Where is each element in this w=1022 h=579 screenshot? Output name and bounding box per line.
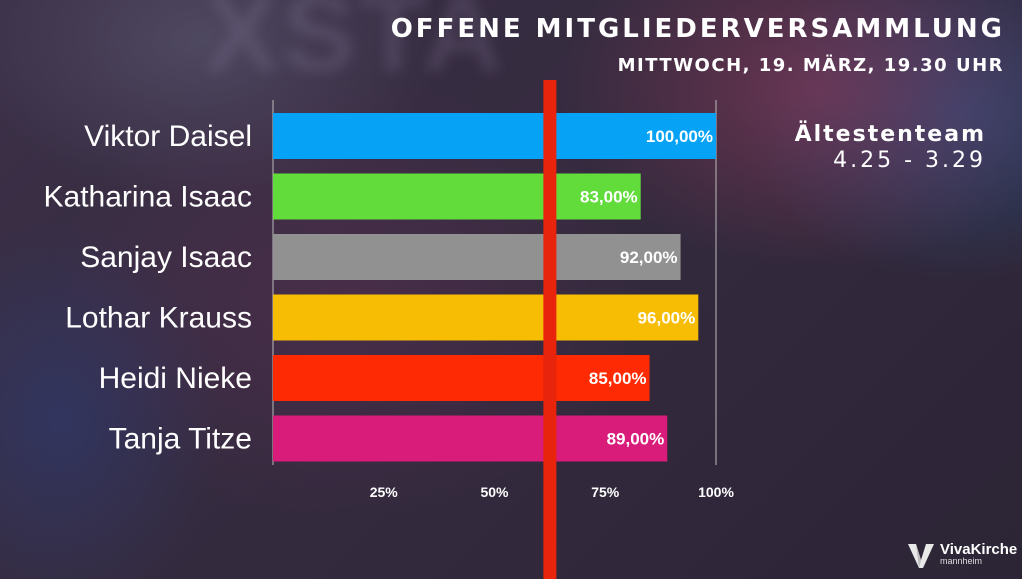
bar-5 — [273, 355, 650, 401]
data-label-1: 100,00% — [646, 127, 713, 146]
vivakirche-logo: VivaKirche mannheim — [906, 538, 1017, 570]
x-tick-label-100: 100% — [698, 484, 734, 500]
data-label-2: 83,00% — [580, 188, 638, 207]
category-label-4: Lothar Krauss — [65, 302, 252, 335]
x-tick-label-50: 50% — [480, 484, 509, 500]
x-tick-label-25: 25% — [370, 484, 399, 500]
vivakirche-logo-icon — [908, 544, 934, 568]
bar-1 — [273, 113, 716, 159]
category-label-6: Tanja Titze — [109, 423, 252, 456]
background-watermark: XSTA — [205, 0, 507, 95]
category-label-1: Viktor Daisel — [84, 120, 252, 153]
threshold-line — [543, 80, 557, 579]
data-label-4: 96,00% — [638, 309, 696, 328]
bar-3 — [273, 234, 681, 280]
data-label-5: 85,00% — [589, 369, 647, 388]
team-range: 4.25 - 3.29 — [833, 148, 986, 173]
bar-2 — [273, 173, 641, 220]
category-label-5: Heidi Nieke — [99, 362, 252, 395]
data-label-6: 89,00% — [607, 430, 665, 449]
logo-name: VivaKirche — [940, 541, 1018, 558]
category-label-2: Katharina Isaac — [44, 181, 252, 214]
logo-city: mannheim — [940, 556, 983, 566]
team-title: Ältestenteam — [794, 122, 986, 147]
data-label-3: 92,00% — [620, 248, 678, 267]
x-tick-label-75: 75% — [591, 484, 620, 500]
bar-6 — [273, 415, 668, 462]
page-subtitle: MITTWOCH, 19. MÄRZ, 19.30 UHR — [617, 55, 1004, 76]
bar-4 — [273, 294, 699, 341]
page-title: OFFENE MITGLIEDERVERSAMMLUNG — [390, 14, 1005, 44]
category-label-3: Sanjay Isaac — [80, 241, 252, 274]
